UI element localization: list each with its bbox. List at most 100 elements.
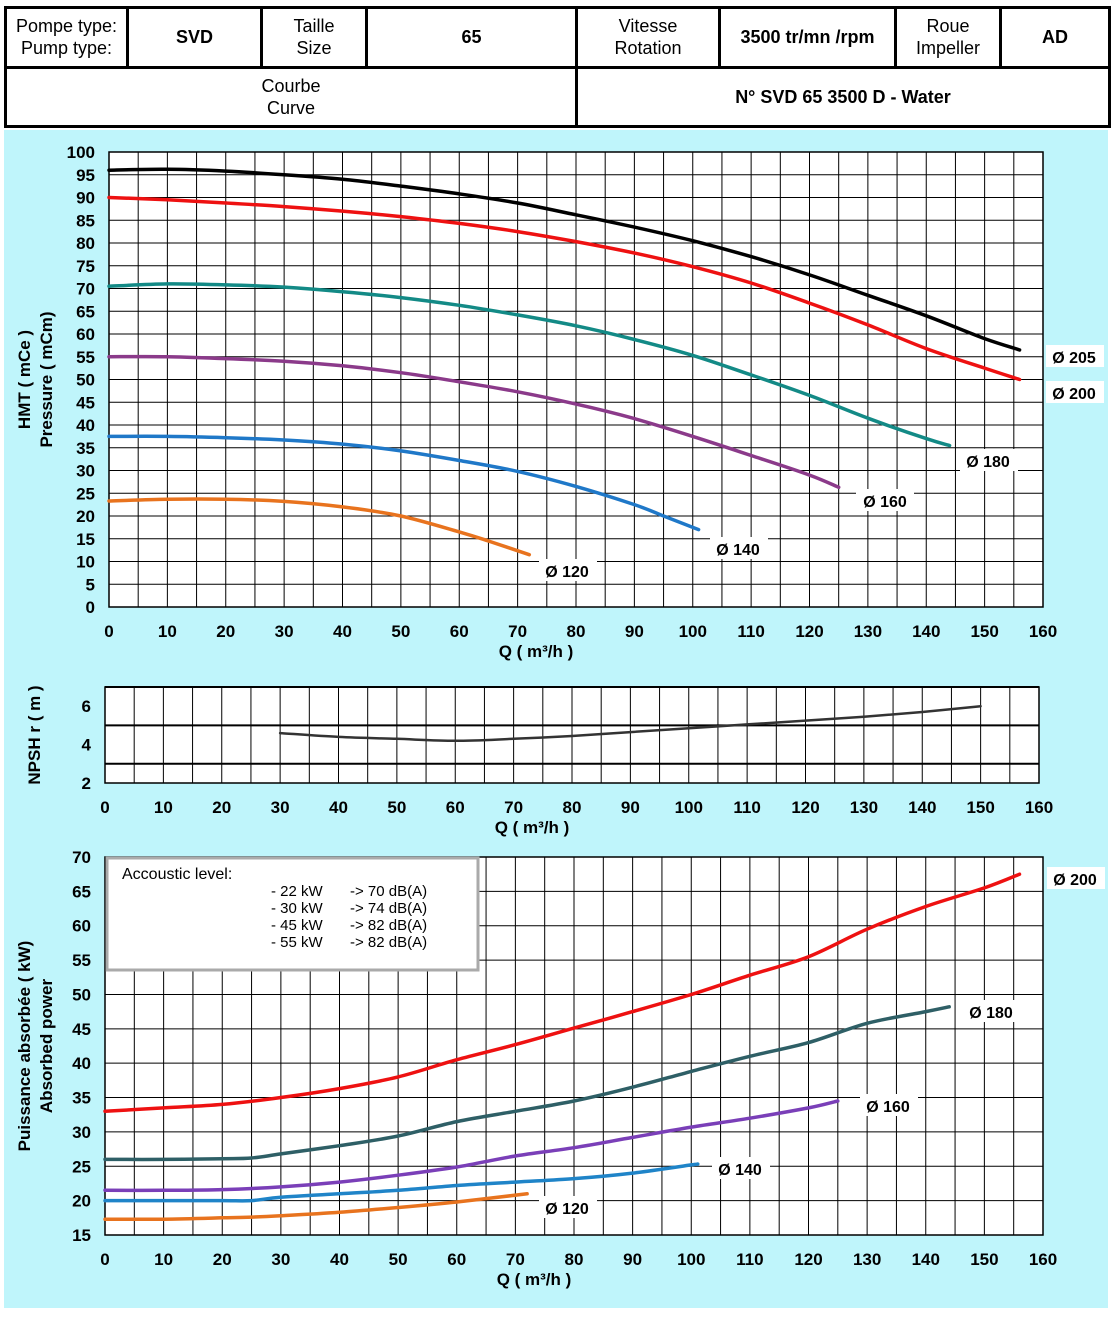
head-x-tick-label: 30 <box>275 622 294 641</box>
head-y-tick-label: 20 <box>76 507 95 526</box>
npsh-y-tick-label: 4 <box>82 736 92 755</box>
npsh-x-tick-label: 30 <box>271 798 290 817</box>
head-series-140 <box>107 434 701 532</box>
head-y-tick-label: 95 <box>76 166 95 185</box>
head-x-tick-label: 60 <box>450 622 469 641</box>
head-series-label-bg <box>856 489 914 511</box>
head-x-tick-label: 160 <box>1029 622 1057 641</box>
power-y-tick-label: 65 <box>72 882 91 901</box>
speed-label: Vitesse Rotation <box>575 6 721 69</box>
npsh-x-tick-label: 40 <box>329 798 348 817</box>
power-x-tick-label: 30 <box>271 1250 290 1269</box>
power-x-tick-label: 70 <box>506 1250 525 1269</box>
power-series-label-bg <box>860 1094 918 1116</box>
speed-value: 3500 tr/mn /rpm <box>718 6 897 69</box>
acoustic-box-frame <box>105 856 480 972</box>
head-x-tick-label: 40 <box>333 622 352 641</box>
head-series-label-bg <box>1046 381 1104 403</box>
power-x-tick-label: 60 <box>447 1250 466 1269</box>
head-x-tick-label: 110 <box>737 622 764 641</box>
npsh-y-tick-label: 6 <box>82 697 91 716</box>
pump-type-label: Pompe type: Pump type: <box>4 6 129 69</box>
acoustic-row-power: - 45 kW <box>271 917 324 934</box>
impeller-label: Roue Impeller <box>894 6 1002 69</box>
npsh-x-tick-label: 0 <box>100 798 109 817</box>
head-y-tick-label: 80 <box>76 234 95 253</box>
npsh-x-tick-label: 100 <box>675 798 703 817</box>
head-x-tick-label: 0 <box>104 622 113 641</box>
head-y-tick-label: 75 <box>76 257 95 276</box>
head-y-axis-label: Pressure ( mCm) <box>37 311 56 447</box>
power-series-label: Ø 140 <box>718 1162 762 1179</box>
power-x-tick-label: 100 <box>677 1250 705 1269</box>
power-series-label: Ø 180 <box>969 1005 1013 1022</box>
power-x-tick-label: 110 <box>736 1250 763 1269</box>
power-x-tick-label: 160 <box>1029 1250 1057 1269</box>
power-y-tick-label: 45 <box>72 1020 91 1039</box>
power-y-tick-label: 35 <box>72 1089 91 1108</box>
power-x-tick-label: 80 <box>565 1250 584 1269</box>
curve-label: Courbe Curve <box>4 65 578 128</box>
head-x-tick-label: 140 <box>912 622 940 641</box>
power-y-tick-label: 55 <box>72 951 91 970</box>
npsh-x-tick-label: 90 <box>621 798 640 817</box>
power-series-label-bg <box>539 1196 597 1218</box>
npsh-y-tick-label: 2 <box>82 774 91 793</box>
power-y-tick-label: 50 <box>72 985 91 1004</box>
power-series-180 <box>103 1005 951 1162</box>
size-label: Taille Size <box>260 6 368 69</box>
head-y-tick-label: 40 <box>76 416 95 435</box>
head-y-tick-label: 15 <box>76 530 95 549</box>
head-series-label: Ø 160 <box>863 494 907 511</box>
npsh-x-tick-label: 10 <box>154 798 173 817</box>
power-series-label-bg <box>1047 867 1105 889</box>
npsh-plot-border <box>104 686 1040 784</box>
head-y-tick-label: 10 <box>76 553 95 572</box>
head-y-tick-label: 70 <box>76 280 95 299</box>
power-x-tick-label: 120 <box>794 1250 822 1269</box>
npsh-x-tick-label: 50 <box>387 798 406 817</box>
head-series-label: Ø 120 <box>545 564 589 581</box>
power-x-tick-label: 50 <box>389 1250 408 1269</box>
power-x-tick-label: 20 <box>213 1250 232 1269</box>
head-plot-border <box>108 151 1044 608</box>
power-x-tick-label: 40 <box>330 1250 349 1269</box>
head-y-tick-label: 0 <box>86 598 95 617</box>
npsh-x-tick-label: 160 <box>1025 798 1053 817</box>
acoustic-row-level: -> 82 dB(A) <box>350 934 427 951</box>
power-x-tick-label: 130 <box>853 1250 881 1269</box>
head-y-tick-label: 5 <box>86 575 95 594</box>
power-y-tick-label: 15 <box>72 1226 91 1245</box>
head-x-tick-label: 10 <box>158 622 177 641</box>
acoustic-level-box: Accoustic level: - 22 kW -> 70 dB(A) - 30 k… <box>105 856 480 972</box>
power-y-axis-label: Absorbed power <box>37 979 56 1114</box>
head-series-label: Ø 180 <box>966 454 1010 471</box>
head-series-label-bg <box>1046 345 1104 367</box>
head-series-label: Ø 205 <box>1052 350 1096 367</box>
power-x-tick-label: 10 <box>154 1250 173 1269</box>
head-x-tick-label: 130 <box>854 622 882 641</box>
power-y-tick-label: 30 <box>72 1123 91 1142</box>
power-x-axis-label: Q ( m³/h ) <box>497 1270 572 1289</box>
power-y-axis-label: Puissance absorbée ( kW) <box>15 941 34 1152</box>
head-series-label-bg <box>960 449 1018 471</box>
power-y-tick-label: 20 <box>72 1192 91 1211</box>
npsh-x-tick-label: 110 <box>733 798 760 817</box>
head-series-120 <box>107 497 532 557</box>
pump-type-value: SVD <box>126 6 263 69</box>
head-y-tick-label: 35 <box>76 439 95 458</box>
power-series-label: Ø 200 <box>1053 872 1097 889</box>
power-series-label: Ø 160 <box>866 1099 910 1116</box>
head-x-tick-label: 20 <box>216 622 235 641</box>
power-series-label-bg <box>963 1000 1021 1022</box>
power-x-tick-label: 140 <box>912 1250 940 1269</box>
head-y-tick-label: 25 <box>76 484 95 503</box>
head-y-tick-label: 65 <box>76 302 95 321</box>
power-series-label-bg <box>712 1157 770 1179</box>
power-x-tick-label: 150 <box>970 1250 998 1269</box>
head-x-tick-label: 100 <box>679 622 707 641</box>
curve-value: N° SVD 65 3500 D - Water <box>575 65 1111 128</box>
head-series-160 <box>107 354 841 490</box>
head-x-tick-label: 80 <box>567 622 586 641</box>
power-y-tick-label: 25 <box>72 1157 91 1176</box>
